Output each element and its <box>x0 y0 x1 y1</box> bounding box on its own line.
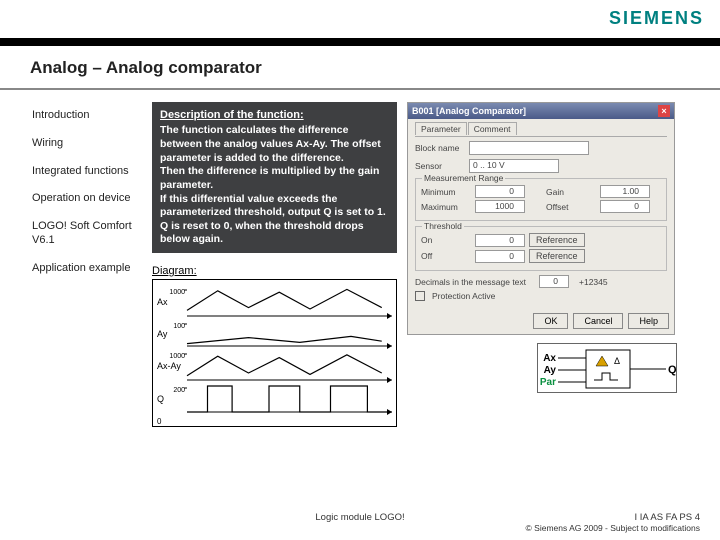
footer-right-bottom: © Siemens AG 2009 - Subject to modificat… <box>526 523 700 533</box>
max-label: Maximum <box>421 202 471 212</box>
cancel-button[interactable]: Cancel <box>573 313 623 329</box>
sidebar-item-integrated-functions[interactable]: Integrated functions <box>30 158 138 186</box>
main-area: Description of the function: The functio… <box>152 102 700 427</box>
close-icon[interactable]: × <box>658 105 670 117</box>
threshold-group-title: Threshold <box>422 221 464 231</box>
diagram-label: Diagram: <box>152 265 397 277</box>
tab-parameter[interactable]: Parameter <box>415 122 467 135</box>
sidebar-item-logo-soft-comfort[interactable]: LOGO! Soft Comfort V6.1 <box>30 213 138 255</box>
decimals-input[interactable]: 0 <box>539 275 569 288</box>
svg-text:0: 0 <box>157 417 162 426</box>
content-area: Introduction Wiring Integrated functions… <box>0 90 720 427</box>
help-button[interactable]: Help <box>628 313 669 329</box>
sidebar-item-application-example[interactable]: Application example <box>30 255 138 283</box>
dialog-body: ParameterComment Block name Sensor 0 .. … <box>408 119 674 308</box>
svg-text:Δ: Δ <box>614 356 620 366</box>
sidebar-item-operation-on-device[interactable]: Operation on device <box>30 185 138 213</box>
right-column: B001 [Analog Comparator] × ParameterComm… <box>407 102 700 427</box>
footer-right-top: I IA AS FA PS 4 <box>635 512 700 523</box>
min-input[interactable]: 0 <box>475 185 525 198</box>
threshold-group: Threshold On0Reference Off0Reference <box>415 226 667 271</box>
svg-text:1000: 1000 <box>169 353 185 360</box>
max-input[interactable]: 1000 <box>475 200 525 213</box>
description-box: Description of the function: The functio… <box>152 102 397 253</box>
gain-label: Gain <box>546 187 596 197</box>
sidebar-item-introduction[interactable]: Introduction <box>30 102 138 130</box>
page-title: Analog – Analog comparator <box>30 58 690 78</box>
block-symbol: Δ AxAyPar Q <box>537 343 677 393</box>
svg-text:100: 100 <box>173 323 185 330</box>
svg-text:Q: Q <box>157 394 164 404</box>
diagram-svg: Ax1000Ay100Ax-Ay1000Q2000 <box>153 280 398 428</box>
black-divider <box>0 38 720 46</box>
decimals-label: Decimals in the message text <box>415 277 535 287</box>
ok-button[interactable]: OK <box>533 313 568 329</box>
off-input[interactable]: 0 <box>475 250 525 263</box>
svg-text:1000: 1000 <box>169 289 185 296</box>
footer: Logic module LOGO! I IA AS FA PS 4 © Sie… <box>0 512 720 534</box>
description-body: The function calculates the difference b… <box>160 124 389 247</box>
svg-text:Ax: Ax <box>543 353 556 364</box>
properties-dialog: B001 [Analog Comparator] × ParameterComm… <box>407 102 675 335</box>
title-bar: Analog – Analog comparator <box>0 46 720 90</box>
svg-text:Par: Par <box>540 377 556 388</box>
gain-input[interactable]: 1.00 <box>600 185 650 198</box>
on-ref-button[interactable]: Reference <box>529 233 585 247</box>
sensor-label: Sensor <box>415 161 465 171</box>
dialog-title: B001 [Analog Comparator] <box>412 106 526 116</box>
svg-text:Ay: Ay <box>157 329 168 339</box>
brand-logo: SIEMENS <box>609 8 704 29</box>
block-svg: Δ AxAyPar Q <box>538 344 678 394</box>
on-label: On <box>421 235 471 245</box>
dialog-buttons: OK Cancel Help <box>408 308 674 334</box>
offset-input[interactable]: 0 <box>600 200 650 213</box>
block-name-input[interactable] <box>469 141 589 155</box>
dialog-titlebar: B001 [Analog Comparator] × <box>408 103 674 119</box>
svg-text:Q: Q <box>668 364 677 376</box>
range-group: Measurement Range Minimum0 Maximum1000 G… <box>415 178 667 221</box>
on-input[interactable]: 0 <box>475 234 525 247</box>
sensor-select[interactable]: 0 .. 10 V <box>469 159 559 173</box>
offset-label: Offset <box>546 202 596 212</box>
description-heading: Description of the function: <box>160 108 389 122</box>
timing-diagram: Ax1000Ay100Ax-Ay1000Q2000 <box>152 279 397 427</box>
top-bar: SIEMENS <box>0 0 720 38</box>
decimals-sample: +12345 <box>579 277 608 287</box>
svg-text:Ay: Ay <box>544 365 557 376</box>
sidebar: Introduction Wiring Integrated functions… <box>30 102 138 427</box>
protection-label: Protection Active <box>432 291 495 301</box>
sidebar-item-wiring[interactable]: Wiring <box>30 130 138 158</box>
off-label: Off <box>421 251 471 261</box>
block-name-label: Block name <box>415 143 465 153</box>
svg-text:Ax: Ax <box>157 297 168 307</box>
svg-text:Ax-Ay: Ax-Ay <box>157 361 181 371</box>
footer-center: Logic module LOGO! <box>315 512 404 523</box>
tab-comment[interactable]: Comment <box>468 122 517 135</box>
off-ref-button[interactable]: Reference <box>529 249 585 263</box>
svg-text:200: 200 <box>173 387 185 394</box>
protection-checkbox[interactable] <box>415 291 425 301</box>
min-label: Minimum <box>421 187 471 197</box>
range-group-title: Measurement Range <box>422 173 505 183</box>
dialog-tabs: ParameterComment <box>415 124 667 137</box>
left-column: Description of the function: The functio… <box>152 102 397 427</box>
